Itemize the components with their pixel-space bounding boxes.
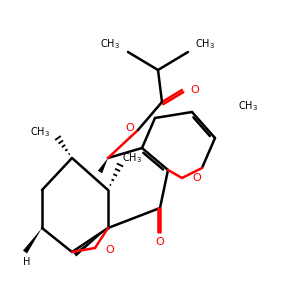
Text: O: O bbox=[105, 245, 114, 255]
Text: CH$_3$: CH$_3$ bbox=[122, 151, 142, 165]
Text: CH$_3$: CH$_3$ bbox=[100, 37, 120, 51]
Polygon shape bbox=[23, 228, 42, 253]
Text: O: O bbox=[192, 173, 201, 183]
Text: O: O bbox=[190, 85, 199, 95]
Text: CH$_3$: CH$_3$ bbox=[195, 37, 215, 51]
Polygon shape bbox=[98, 158, 108, 173]
Text: CH$_3$: CH$_3$ bbox=[238, 99, 258, 113]
Polygon shape bbox=[74, 228, 108, 257]
Text: O: O bbox=[125, 123, 134, 133]
Text: H: H bbox=[23, 257, 31, 267]
Text: O: O bbox=[156, 237, 164, 247]
Text: CH$_3$: CH$_3$ bbox=[30, 125, 50, 139]
